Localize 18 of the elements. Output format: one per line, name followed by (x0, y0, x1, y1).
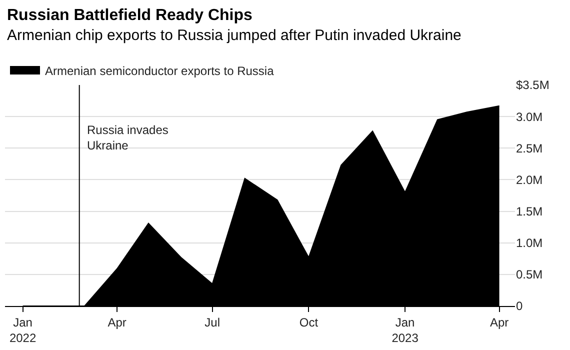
y-tick-label: 1.0M (516, 236, 543, 250)
x-tick-label: Jul (204, 315, 220, 330)
y-tick-label: 2.5M (516, 141, 543, 156)
y-tick-label: 2.0M (516, 172, 543, 187)
chart-title: Russian Battlefield Ready Chips (7, 7, 252, 24)
y-tick-label: 3.0M (516, 110, 543, 124)
y-tick-label: $3.5M (516, 78, 550, 92)
x-tick-label: Jan 2022 (9, 315, 36, 345)
chart-subtitle: Armenian chip exports to Russia jumped after Putin invaded Ukraine (7, 27, 462, 44)
x-tick-label: Apr (490, 315, 509, 330)
ref-line-label: Russia invades Ukraine (87, 123, 168, 153)
x-tick-label: Jan 2023 (392, 315, 419, 345)
x-tick-label: Apr (108, 315, 126, 330)
y-tick-label: 1.5M (516, 204, 543, 218)
x-tick-label: Oct (299, 315, 319, 330)
y-tick-label: 0.5M (516, 268, 543, 282)
legend-label: Armenian semiconductor exports to Russia (45, 64, 274, 78)
y-tick-label: 0 (516, 299, 523, 314)
